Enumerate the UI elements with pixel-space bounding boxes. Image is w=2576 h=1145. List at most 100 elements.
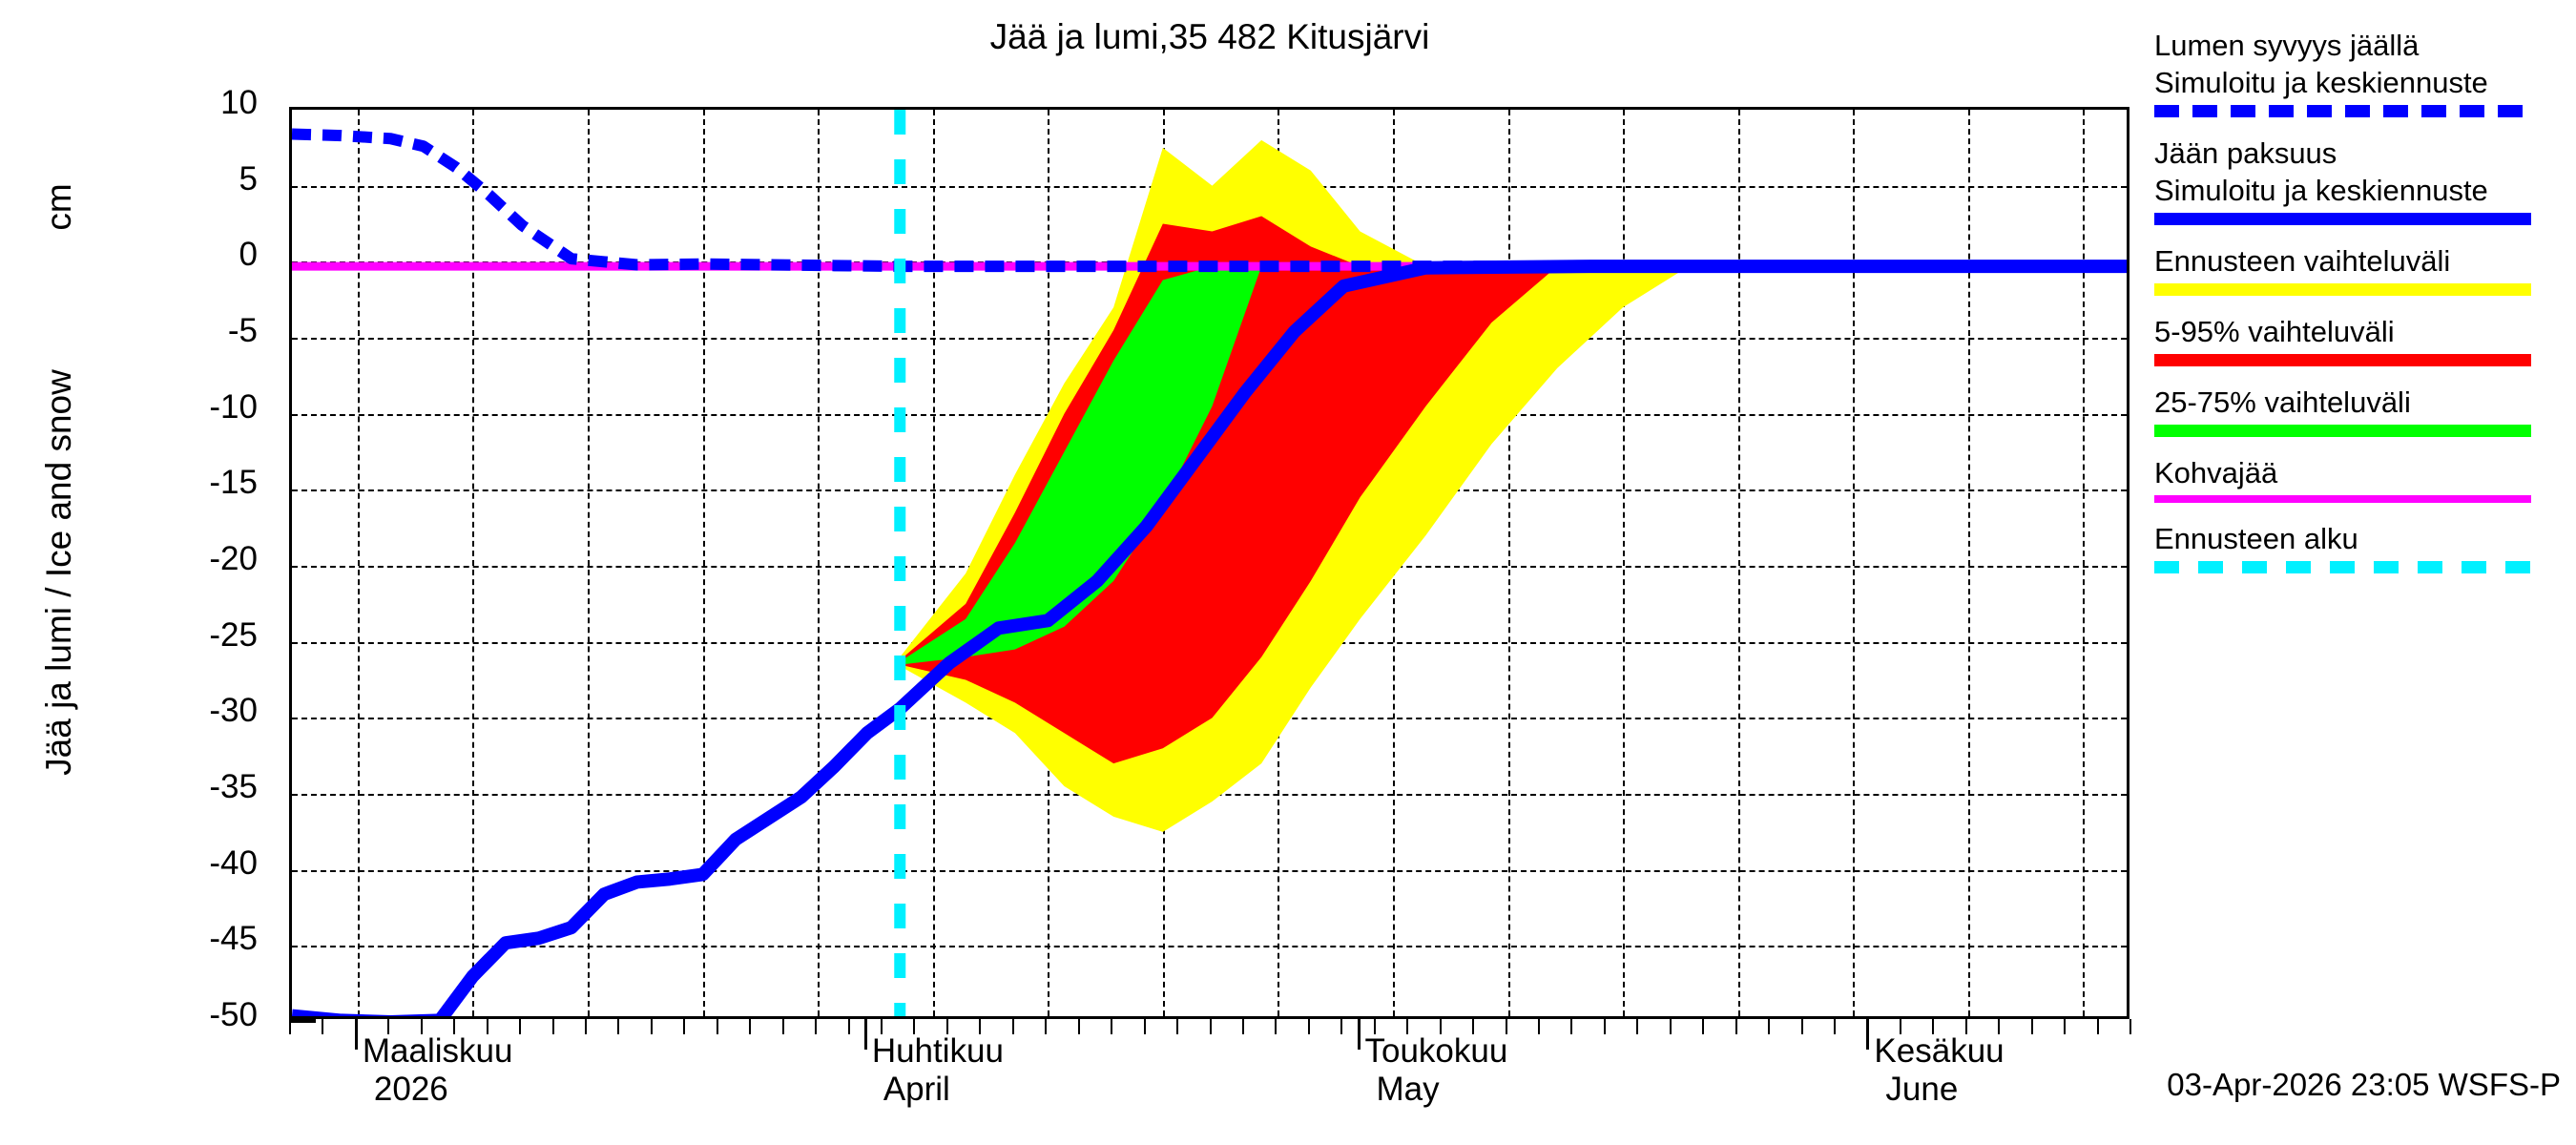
x-tick-mark-minor bbox=[2064, 1019, 2067, 1034]
x-tick-mark-minor bbox=[945, 1019, 948, 1034]
legend-color-swatch bbox=[2154, 495, 2531, 503]
x-tick-mark bbox=[1866, 1019, 1870, 1050]
x-tick-mark-minor bbox=[585, 1019, 588, 1034]
ice-thickness-line bbox=[292, 260, 2127, 1016]
legend-item[interactable]: Ennusteen alku bbox=[2154, 520, 2565, 573]
x-tick-mark-minor bbox=[749, 1019, 752, 1034]
legend-item-title: Ennusteen alku bbox=[2154, 522, 2358, 555]
x-tick-mark-minor bbox=[1603, 1019, 1606, 1034]
legend-item-subtitle: Simuloitu ja keskiennuste bbox=[2154, 174, 2488, 207]
x-tick-mark-minor bbox=[322, 1019, 324, 1034]
legend-item[interactable]: 5-95% vaihteluväli bbox=[2154, 313, 2565, 366]
x-tick-label-month: Kesäkuu bbox=[1874, 1032, 2005, 1070]
x-tick-mark-minor bbox=[1176, 1019, 1179, 1034]
x-tick-mark-minor bbox=[1768, 1019, 1771, 1034]
y-tick-label: -15 bbox=[209, 464, 258, 502]
page-title: Jää ja lumi,35 482 Kitusjärvi bbox=[989, 17, 1430, 56]
legend-item-title: Jään paksuus bbox=[2154, 136, 2337, 170]
x-tick-mark-minor bbox=[1241, 1019, 1244, 1034]
legend-item[interactable]: Jään paksuus Simuloitu ja keskiennuste bbox=[2154, 135, 2565, 225]
y-tick-label: -40 bbox=[209, 843, 258, 882]
x-tick-mark-minor bbox=[1472, 1019, 1475, 1034]
x-tick-mark-minor bbox=[1636, 1019, 1639, 1034]
x-tick-mark-minor bbox=[289, 1019, 291, 1034]
x-tick-label-group: Maaliskuu 2026 bbox=[363, 1032, 513, 1109]
x-tick-mark-minor bbox=[387, 1019, 390, 1034]
x-tick-mark-minor bbox=[913, 1019, 916, 1034]
gridline-horizontal bbox=[292, 869, 2127, 872]
x-tick-mark-minor bbox=[650, 1019, 653, 1034]
legend-color-swatch bbox=[2154, 213, 2531, 225]
x-tick-mark-minor bbox=[1964, 1019, 1967, 1034]
gridline-vertical bbox=[1737, 110, 1740, 1016]
y-tick-label: -5 bbox=[227, 312, 258, 349]
x-tick-mark-minor bbox=[1143, 1019, 1146, 1034]
y-tick-label: -25 bbox=[209, 615, 258, 654]
x-tick-label-group: Huhtikuu April bbox=[872, 1032, 1004, 1109]
gridline-vertical bbox=[932, 110, 935, 1016]
legend-item[interactable]: 25-75% vaihteluväli bbox=[2154, 384, 2565, 437]
x-tick-mark bbox=[1357, 1019, 1361, 1050]
gridline-vertical bbox=[818, 110, 821, 1016]
x-tick-mark-minor bbox=[979, 1019, 982, 1034]
x-tick-mark-minor bbox=[1735, 1019, 1737, 1034]
y-tick-label: -50 bbox=[209, 996, 258, 1033]
footer-timestamp: 03-Apr-2026 23:05 WSFS-P bbox=[2167, 1067, 2561, 1102]
x-tick-label-group: Kesäkuu June bbox=[1874, 1032, 2004, 1109]
gridline-vertical bbox=[2083, 110, 2086, 1016]
x-tick-mark-minor bbox=[519, 1019, 522, 1034]
y-tick-label: -10 bbox=[209, 387, 258, 426]
legend-item-title: Kohvajää bbox=[2154, 456, 2278, 489]
gridline-vertical bbox=[1623, 110, 1626, 1016]
legend-item-title: Ennusteen vaihteluväli bbox=[2154, 244, 2451, 278]
legend-item-title: Lumen syvyys jäällä bbox=[2154, 29, 2420, 62]
legend-item[interactable]: Lumen syvyys jäällä Simuloitu ja keskienn… bbox=[2154, 27, 2565, 117]
x-tick-mark-minor bbox=[1373, 1019, 1376, 1034]
legend-item[interactable]: Kohvajää bbox=[2154, 454, 2565, 503]
y-tick-label: -45 bbox=[209, 920, 258, 958]
x-tick-mark-minor bbox=[1307, 1019, 1310, 1034]
x-tick-label-month: Maaliskuu bbox=[362, 1032, 513, 1070]
legend-color-swatch bbox=[2154, 561, 2531, 573]
y-tick-label: -35 bbox=[209, 768, 258, 805]
gridline-vertical bbox=[472, 110, 475, 1016]
legend-color-swatch bbox=[2154, 425, 2531, 437]
x-tick-mark-minor bbox=[1406, 1019, 1409, 1034]
x-tick-mark-minor bbox=[1045, 1019, 1048, 1034]
y-tick-mark bbox=[289, 1019, 316, 1023]
x-tick-mark-minor bbox=[1702, 1019, 1705, 1034]
gridline-vertical bbox=[1853, 110, 1856, 1016]
x-tick-label-sub: April bbox=[883, 1071, 950, 1108]
x-tick-label-sub: June bbox=[1885, 1071, 1959, 1108]
y-tick-label: -20 bbox=[209, 540, 258, 577]
y-tick-label: -30 bbox=[209, 692, 258, 730]
x-tick-mark-minor bbox=[1340, 1019, 1343, 1034]
x-tick-mark-minor bbox=[781, 1019, 784, 1034]
x-tick-label-group: Toukokuu May bbox=[1365, 1032, 1508, 1109]
x-tick-mark-minor bbox=[354, 1019, 357, 1034]
x-tick-mark-minor bbox=[420, 1019, 423, 1034]
x-tick-mark-minor bbox=[486, 1019, 488, 1034]
x-tick-mark-minor bbox=[1833, 1019, 1836, 1034]
y-axis-title: Jää ja lumi / Ice and snow bbox=[39, 369, 78, 776]
x-tick-mark-minor bbox=[1011, 1019, 1014, 1034]
y-tick-label: 5 bbox=[239, 159, 258, 198]
gridline-vertical bbox=[357, 110, 360, 1016]
x-tick-mark-minor bbox=[2129, 1019, 2131, 1034]
legend-color-swatch bbox=[2154, 105, 2531, 117]
y-tick-label: 10 bbox=[220, 84, 258, 121]
legend-color-swatch bbox=[2154, 283, 2531, 296]
x-tick-mark-minor bbox=[1899, 1019, 1901, 1034]
legend-item[interactable]: Ennusteen vaihteluväli bbox=[2154, 242, 2565, 296]
x-tick-mark-minor bbox=[1998, 1019, 2001, 1034]
gridline-vertical bbox=[1507, 110, 1510, 1016]
x-tick-mark-minor bbox=[881, 1019, 883, 1034]
x-tick-mark-minor bbox=[1932, 1019, 1935, 1034]
x-tick-mark-minor bbox=[1439, 1019, 1442, 1034]
x-tick-mark-minor bbox=[551, 1019, 554, 1034]
chart-legend: Lumen syvyys jäällä Simuloitu ja keskienn… bbox=[2154, 27, 2565, 591]
x-tick-mark-minor bbox=[1275, 1019, 1278, 1034]
x-tick-label-sub: May bbox=[1376, 1071, 1440, 1108]
gridline-horizontal bbox=[292, 946, 2127, 948]
